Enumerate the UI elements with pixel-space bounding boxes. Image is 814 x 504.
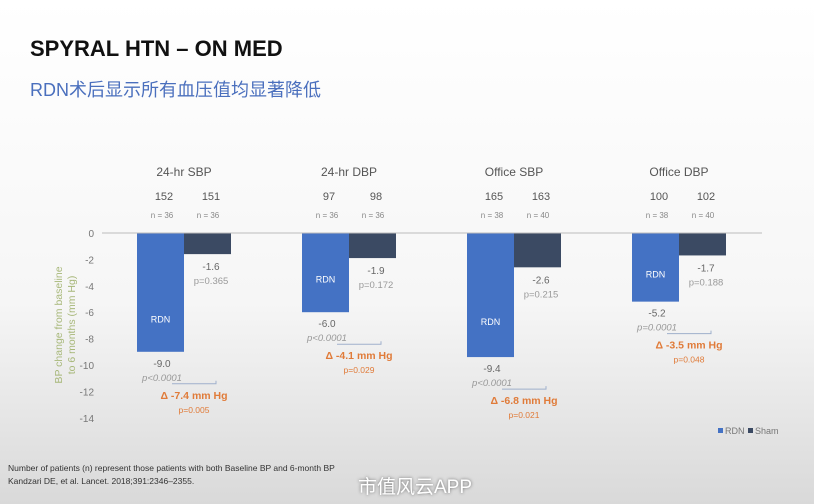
slide-title: SPYRAL HTN – ON MED [30, 36, 283, 61]
p-rdn: p=0.0001 [636, 323, 677, 334]
y-tick-label: -2 [85, 255, 94, 266]
value-rdn: -9.4 [483, 364, 501, 375]
n-rdn: n = 38 [481, 211, 504, 220]
category-label: 24-hr DBP [321, 165, 377, 179]
p-sham: p=0.188 [689, 277, 724, 288]
n-rdn: n = 36 [316, 211, 339, 220]
baseline-sham: 102 [697, 191, 715, 203]
n-rdn: n = 38 [646, 211, 669, 220]
bar-sham [514, 233, 561, 268]
y-tick-label: -8 [85, 335, 94, 346]
n-sham: n = 36 [362, 211, 385, 220]
y-axis-label: to 6 months (mm Hg) [66, 276, 78, 375]
delta-label: Δ -4.1 mm Hg [325, 350, 392, 362]
delta-p: p=0.048 [674, 355, 705, 365]
bar-rdn [632, 233, 679, 302]
footnote-citation: Kandzari DE, et al. Lancet. 2018;391:234… [8, 476, 195, 486]
y-tick-label: -6 [85, 308, 94, 319]
slide-subtitle: RDN术后显示所有血压值均显著降低 [30, 80, 321, 100]
baseline-sham: 151 [202, 191, 220, 203]
delta-bracket [502, 386, 547, 390]
delta-p: p=0.005 [179, 405, 210, 415]
value-sham: -1.7 [697, 263, 715, 274]
y-tick-label: -12 [80, 387, 95, 398]
y-axis-label: BP change from baseline [53, 266, 65, 383]
baseline-rdn: 97 [323, 191, 335, 203]
bar-rdn [467, 233, 514, 358]
p-rdn: p<0.0001 [141, 373, 182, 384]
baseline-rdn: 100 [650, 191, 668, 203]
watermark: 市值风云APP [358, 477, 473, 498]
value-rdn: -5.2 [648, 309, 666, 320]
footnote-patients: Number of patients (n) represent those p… [8, 463, 335, 473]
category-label: 24-hr SBP [156, 165, 211, 179]
n-sham: n = 36 [197, 211, 220, 220]
delta-p: p=0.029 [344, 365, 375, 375]
legend-swatch-rdn [718, 428, 723, 433]
value-sham: -2.6 [532, 275, 550, 286]
y-tick-label: -10 [80, 361, 95, 372]
p-sham: p=0.365 [194, 276, 229, 287]
y-tick-label: 0 [88, 229, 94, 240]
p-sham: p=0.215 [524, 289, 559, 300]
delta-label: Δ -3.5 mm Hg [655, 340, 722, 352]
delta-bracket [667, 330, 712, 335]
bar-sham [184, 233, 231, 255]
delta-p: p=0.021 [509, 410, 540, 420]
baseline-sham: 98 [370, 191, 382, 203]
baseline-rdn: 152 [155, 191, 173, 203]
baseline-rdn: 165 [485, 191, 503, 203]
baseline-sham: 163 [532, 191, 550, 203]
value-rdn: -9.0 [153, 359, 171, 370]
delta-bracket [337, 341, 382, 345]
legend-label-rdn: RDN [725, 426, 745, 436]
p-sham: p=0.172 [359, 280, 394, 291]
value-rdn: -6.0 [318, 319, 336, 330]
category-label: Office DBP [649, 165, 708, 179]
n-rdn: n = 36 [151, 211, 174, 220]
delta-label: Δ -7.4 mm Hg [160, 390, 227, 402]
p-rdn: p<0.0001 [306, 333, 347, 344]
value-sham: -1.6 [202, 262, 220, 273]
y-tick-label: -14 [80, 414, 95, 425]
bar-rdn [302, 233, 349, 313]
bar-rdn [137, 233, 184, 352]
p-rdn: p<0.0001 [471, 378, 512, 389]
n-sham: n = 40 [527, 211, 550, 220]
y-tick-label: -4 [85, 282, 94, 293]
bar-sham [349, 233, 396, 259]
bar-label-rdn: RDN [481, 317, 501, 327]
category-label: Office SBP [485, 165, 543, 179]
delta-bracket [172, 380, 217, 385]
n-sham: n = 40 [692, 211, 715, 220]
legend-label-sham: Sham [755, 426, 779, 436]
legend-swatch-sham [748, 428, 753, 433]
bar-label-rdn: RDN [151, 314, 171, 324]
bar-sham [679, 233, 726, 256]
value-sham: -1.9 [367, 266, 385, 277]
bar-label-rdn: RDN [316, 275, 336, 285]
bar-label-rdn: RDN [646, 269, 666, 279]
delta-label: Δ -6.8 mm Hg [490, 395, 557, 407]
